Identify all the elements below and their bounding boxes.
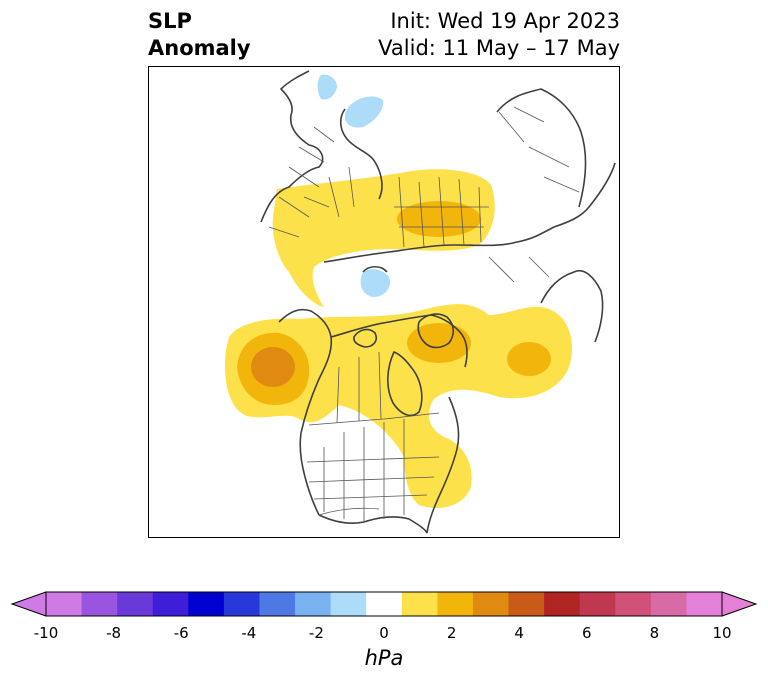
colorbar-bin-11 bbox=[437, 592, 474, 616]
coastline-greenland bbox=[417, 313, 455, 349]
map-panel bbox=[148, 66, 620, 538]
colorbar-bin-15 bbox=[579, 592, 616, 616]
colorbar-tick-label: -2 bbox=[308, 624, 324, 642]
coastline-scandinavia bbox=[339, 108, 383, 200]
colorbar-bin-2 bbox=[117, 592, 154, 616]
colorbar-tick-label: -8 bbox=[106, 624, 122, 642]
colorbar-bin-13 bbox=[508, 592, 545, 616]
colorbar-bin-16 bbox=[615, 592, 652, 616]
colorbar-tick-label: -10 bbox=[33, 624, 59, 642]
colorbar-bin-8 bbox=[330, 592, 367, 616]
colorbar bbox=[10, 591, 758, 617]
anomaly-pacific-arctic bbox=[225, 304, 573, 508]
coastline-us-west bbox=[299, 432, 320, 516]
colorbar-bin-4 bbox=[188, 592, 225, 616]
colorbar-tick-label: 6 bbox=[582, 624, 592, 642]
colorbar-bin-3 bbox=[152, 592, 189, 616]
coastline-kamchatka bbox=[540, 270, 604, 343]
anomaly-fill-low-negative bbox=[317, 74, 391, 297]
border-europe-2 bbox=[313, 126, 355, 218]
valid-range: Valid: 11 May – 17 May bbox=[378, 36, 620, 60]
coastline-gulf bbox=[318, 514, 428, 534]
colorbar-under-arrow bbox=[10, 591, 47, 617]
map-title: SLP Anomaly bbox=[148, 8, 251, 62]
colorbar-tick-label: 0 bbox=[379, 624, 389, 642]
colorbar-tick-label: -6 bbox=[173, 624, 189, 642]
colorbar-bin-12 bbox=[472, 592, 510, 616]
colorbar-bin-9 bbox=[366, 592, 403, 616]
anomaly-fill-mid-positive bbox=[237, 201, 551, 405]
anomaly-arctic-ocean bbox=[345, 96, 384, 128]
border-us-canada bbox=[308, 412, 440, 426]
border-us-states-1 bbox=[323, 419, 405, 522]
colorbar-tick-label: 8 bbox=[649, 624, 660, 642]
coastline-east-asia bbox=[496, 88, 587, 208]
coastline-arctic-islands bbox=[353, 328, 378, 348]
colorbar-bin-7 bbox=[295, 592, 332, 616]
title-variable: SLP bbox=[148, 9, 192, 33]
border-mexico bbox=[318, 507, 380, 516]
anomaly-eastern-siberia bbox=[507, 342, 551, 376]
anomaly-arctic-small bbox=[360, 269, 391, 297]
title-variable-sub: Anomaly bbox=[148, 36, 251, 60]
colorbar-bin-18 bbox=[686, 592, 723, 616]
colorbar-outline bbox=[45, 591, 723, 617]
colorbar-tick-label: 10 bbox=[712, 624, 732, 642]
anomaly-western-siberia bbox=[397, 201, 481, 237]
colorbar-segments bbox=[46, 592, 723, 616]
anomaly-fill-high-positive bbox=[251, 347, 295, 387]
border-canada-provinces bbox=[336, 351, 382, 424]
init-date: Init: Wed 19 Apr 2023 bbox=[390, 9, 620, 33]
border-us-states-2 bbox=[306, 456, 440, 500]
border-asia-1 bbox=[498, 106, 580, 193]
coastline-us-east bbox=[426, 396, 460, 534]
colorbar-bin-5 bbox=[223, 592, 260, 616]
colorbar-bin-6 bbox=[259, 592, 296, 616]
colorbar-over-arrow bbox=[721, 591, 758, 617]
colorbar-bin-14 bbox=[544, 592, 581, 616]
colorbar-bin-1 bbox=[81, 592, 118, 616]
political-borders bbox=[268, 106, 580, 522]
colorbar-bin-0 bbox=[46, 592, 83, 616]
border-russia-internal bbox=[398, 176, 482, 248]
colorbar-tick-label: 2 bbox=[446, 624, 457, 642]
map-canvas bbox=[225, 70, 616, 534]
anomaly-gulf-of-alaska-core bbox=[251, 347, 295, 387]
colorbar-bin-17 bbox=[650, 592, 687, 616]
border-europe-1 bbox=[268, 146, 330, 238]
border-russia-horizontal bbox=[394, 206, 489, 228]
colorbar-bin-10 bbox=[401, 592, 438, 616]
coastlines bbox=[260, 70, 616, 534]
coastline-svalbard bbox=[362, 265, 388, 273]
anomaly-north-africa bbox=[317, 74, 337, 100]
border-asia-2 bbox=[488, 256, 550, 283]
date-info: Init: Wed 19 Apr 2023 Valid: 11 May – 17… bbox=[378, 8, 620, 62]
colorbar-unit-label: hPa bbox=[364, 646, 404, 670]
coastline-russia-arctic bbox=[323, 162, 616, 263]
coastline-hudson-bay bbox=[387, 351, 423, 417]
coastline-europe bbox=[260, 70, 324, 223]
colorbar-tick-label: -4 bbox=[241, 624, 257, 642]
colorbar-tick-label: 4 bbox=[514, 624, 524, 642]
anomaly-arctic-archipelago bbox=[407, 323, 471, 363]
